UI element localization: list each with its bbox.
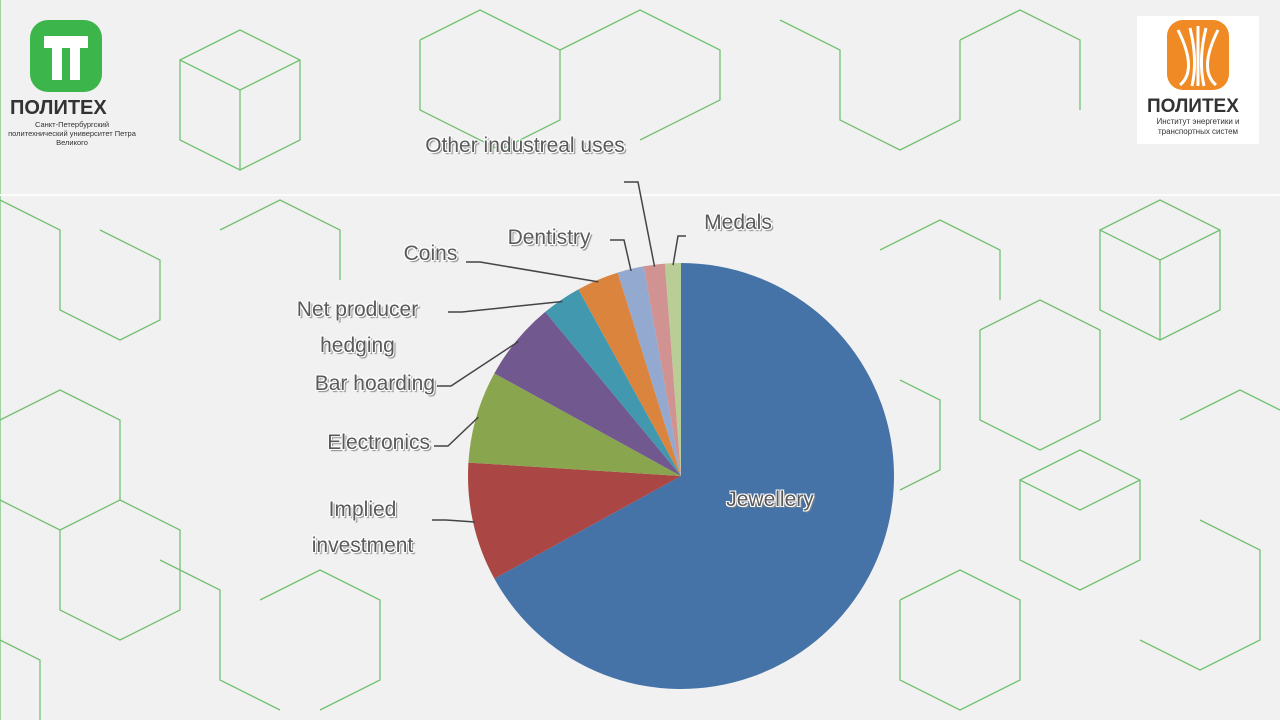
slice-label: Other industreal uses (425, 134, 625, 157)
slice-label: Coins (403, 242, 458, 265)
slice-label: Net producer hedging (296, 298, 419, 357)
leader-line (672, 235, 686, 266)
leader-line (610, 239, 632, 272)
pie-slice (578, 272, 681, 476)
leader-line (432, 519, 476, 523)
slice-label: Bar hoarding (314, 372, 435, 395)
leader-line (448, 300, 563, 313)
right-logo-icon (1137, 16, 1259, 144)
pie-slice (617, 266, 681, 476)
slice-label: Implied investment (311, 498, 414, 557)
pie-slice (468, 373, 681, 476)
left-logo-subtitle: Санкт-Петербургский политехнический унив… (8, 120, 136, 147)
slice-label: Dentistry (507, 226, 591, 249)
leader-line (437, 340, 519, 387)
pie-slice (468, 462, 681, 579)
left-logo-name: ПОЛИТЕХ (10, 97, 107, 119)
pie-slice (494, 263, 894, 689)
pie-slice (545, 289, 681, 476)
leader-line (624, 181, 656, 267)
right-logo-name: ПОЛИТЕХ (1147, 96, 1239, 117)
slice-label: Medals (704, 211, 772, 234)
pie-slice (494, 311, 681, 476)
pie-slice (664, 263, 681, 476)
left-logo-icon (30, 20, 102, 92)
right-logo-subtitle: Институт энергетики и транспортных систе… (1156, 117, 1240, 136)
leader-line (434, 416, 479, 447)
leader-line (466, 261, 599, 283)
pie-slice (643, 263, 681, 476)
slice-label: Electronics (327, 431, 430, 454)
slice-label: Jewellery (726, 488, 814, 511)
